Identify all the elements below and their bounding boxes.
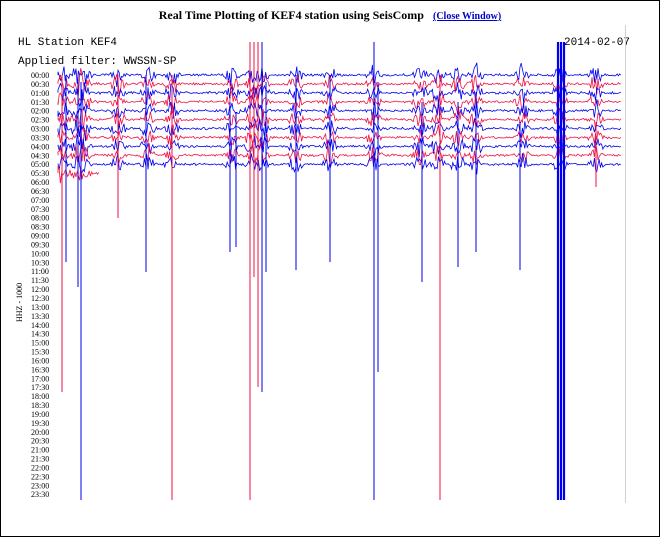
time-tick-label: 13:00 <box>31 303 49 312</box>
time-tick-label: 19:00 <box>31 410 49 419</box>
station-label: HL Station KEF4 <box>18 37 117 49</box>
time-tick-label: 18:30 <box>31 401 49 410</box>
filter-label: Applied filter: WWSSN-SP <box>18 56 177 68</box>
time-tick-label: 02:00 <box>31 107 49 116</box>
date-label: 2014-02-07 <box>564 37 630 49</box>
helicorder-svg: HL Station KEF4 2014-02-07 Applied filte… <box>15 37 630 500</box>
seismic-trace <box>57 107 622 132</box>
seismic-trace <box>57 134 621 158</box>
time-tick-label: 15:00 <box>31 339 49 348</box>
seismic-trace <box>57 68 621 96</box>
time-tick-label: 22:00 <box>31 463 49 472</box>
time-axis: 00:0000:3001:0001:3002:0002:3003:0003:30… <box>31 71 49 499</box>
time-tick-label: 04:00 <box>31 142 49 151</box>
time-tick-label: 20:00 <box>31 428 49 437</box>
time-tick-label: 14:00 <box>31 321 49 330</box>
time-tick-label: 11:30 <box>31 276 49 285</box>
title-bar: Real Time Plotting of KEF4 station using… <box>0 8 660 23</box>
time-tick-label: 07:30 <box>31 205 49 214</box>
time-tick-label: 03:30 <box>31 133 49 142</box>
seismic-trace <box>57 62 622 87</box>
time-tick-label: 12:00 <box>31 285 49 294</box>
time-tick-label: 07:00 <box>31 196 49 205</box>
time-tick-label: 08:00 <box>31 214 49 223</box>
seismic-trace <box>57 89 621 115</box>
time-tick-label: 13:30 <box>31 312 49 321</box>
time-tick-label: 16:00 <box>31 356 49 365</box>
time-tick-label: 21:30 <box>31 455 49 464</box>
time-tick-label: 05:00 <box>31 160 49 169</box>
close-window-link[interactable]: (Close Window) <box>432 11 502 22</box>
page-title: Real Time Plotting of KEF4 station using… <box>158 8 424 22</box>
time-tick-label: 05:30 <box>31 169 49 178</box>
time-tick-label: 14:30 <box>31 330 49 339</box>
time-tick-label: 09:00 <box>31 232 49 241</box>
seismic-trace <box>57 121 622 150</box>
time-tick-label: 02:30 <box>31 116 49 125</box>
time-tick-label: 01:30 <box>31 98 49 107</box>
time-tick-label: 09:30 <box>31 240 49 249</box>
time-tick-label: 20:30 <box>31 437 49 446</box>
time-tick-label: 18:00 <box>31 392 49 401</box>
time-tick-label: 06:00 <box>31 178 49 187</box>
time-tick-label: 08:30 <box>31 223 49 232</box>
seismic-trace <box>57 142 621 168</box>
seismic-trace <box>57 82 622 108</box>
time-tick-label: 04:30 <box>31 151 49 160</box>
time-tick-label: 03:00 <box>31 125 49 134</box>
seismic-trace <box>57 117 622 142</box>
time-tick-label: 01:00 <box>31 89 49 98</box>
channel-label: HHZ - 1000 <box>15 283 24 322</box>
plot-right-edge <box>625 25 626 503</box>
time-tick-label: 11:00 <box>31 267 49 276</box>
time-tick-label: 23:00 <box>31 481 49 490</box>
time-tick-label: 12:30 <box>31 294 49 303</box>
time-tick-label: 17:30 <box>31 383 49 392</box>
trace-group <box>57 42 622 500</box>
time-tick-label: 06:30 <box>31 187 49 196</box>
time-tick-label: 19:30 <box>31 419 49 428</box>
time-tick-label: 10:00 <box>31 249 49 258</box>
time-tick-label: 10:30 <box>31 258 49 267</box>
time-tick-label: 22:30 <box>31 472 49 481</box>
time-tick-label: 16:30 <box>31 365 49 374</box>
seismic-trace <box>57 153 621 175</box>
time-tick-label: 21:00 <box>31 446 49 455</box>
helicorder-plot: HL Station KEF4 2014-02-07 Applied filte… <box>0 22 640 504</box>
time-tick-label: 23:30 <box>31 490 49 499</box>
time-tick-label: 15:30 <box>31 348 49 357</box>
seismic-trace <box>57 93 621 122</box>
time-tick-label: 00:00 <box>31 71 49 80</box>
time-tick-label: 00:30 <box>31 80 49 89</box>
time-tick-label: 17:00 <box>31 374 49 383</box>
